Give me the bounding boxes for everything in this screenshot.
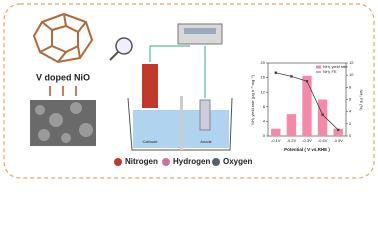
legend-ball xyxy=(162,158,170,166)
workstation-screen xyxy=(184,28,216,34)
magnifier xyxy=(115,37,133,55)
legend-label: Nitrogen xyxy=(125,157,158,166)
bar xyxy=(271,128,281,136)
legend-label: NH₃ FE xyxy=(323,69,337,74)
y2-tick-label: 10 xyxy=(349,72,354,77)
y-tick-label: 20 xyxy=(261,60,266,65)
y2-tick-label: 6 xyxy=(349,97,352,102)
crystal-structure xyxy=(32,12,94,64)
membrane xyxy=(180,96,183,150)
fe-marker xyxy=(290,75,293,78)
legend-label: NH₃ yield rate xyxy=(323,64,349,69)
y2-tick-label: 8 xyxy=(349,84,352,89)
y-tick-label: 16 xyxy=(261,75,266,80)
material-label: V doped NiO xyxy=(36,72,90,82)
fe-marker xyxy=(337,128,340,132)
bar xyxy=(302,75,312,136)
cathode-electrode xyxy=(142,64,158,108)
wire xyxy=(149,45,206,100)
y-tick-label: 8 xyxy=(263,104,266,109)
legend-ball xyxy=(212,158,220,166)
anode-electrode xyxy=(199,99,211,131)
y2-tick-label: 0 xyxy=(349,133,352,138)
arrows xyxy=(49,86,77,96)
cathode-label: Cathode xyxy=(142,139,158,144)
fe-marker xyxy=(274,71,277,74)
fe-marker xyxy=(305,80,309,83)
y2-tick-label: 12 xyxy=(349,60,354,65)
x-tick-label: -0.2V xyxy=(287,138,297,143)
y-tick-label: 12 xyxy=(261,89,266,94)
legend-ball xyxy=(114,158,122,166)
magnifier-handle xyxy=(109,51,119,61)
bar xyxy=(333,128,343,136)
legend-label: Hydrogen xyxy=(173,157,210,166)
graphic: V doped NiO Cathode Anode Nitrogen Hydro… xyxy=(3,3,375,179)
x-tick-label: -0.4V xyxy=(318,138,328,143)
y2-axis-label: NH₃ FE (%) xyxy=(359,90,364,112)
x-tick-label: -0.1V xyxy=(271,138,281,143)
y-axis-label: NH₃ yield rate (μg h⁻¹ mg⁻¹) xyxy=(250,74,255,125)
bar xyxy=(286,114,297,136)
fe-marker xyxy=(321,113,324,116)
legend-swatch xyxy=(316,65,321,69)
sem-texture xyxy=(35,102,93,143)
x-axis-label: Potential ( V vs.RHE ) xyxy=(284,147,330,152)
anode-label: Anode xyxy=(200,139,212,144)
x-tick-label: -0.5V xyxy=(333,138,343,143)
y2-tick-label: 4 xyxy=(349,109,352,114)
frame xyxy=(3,3,375,179)
bar xyxy=(317,99,328,136)
y-tick-label: 4 xyxy=(263,118,266,123)
x-tick-label: -0.3V xyxy=(302,138,312,143)
y2-tick-label: 2 xyxy=(349,121,352,126)
legend-label: Oxygen xyxy=(223,157,252,166)
y-tick-label: 0 xyxy=(263,133,266,138)
